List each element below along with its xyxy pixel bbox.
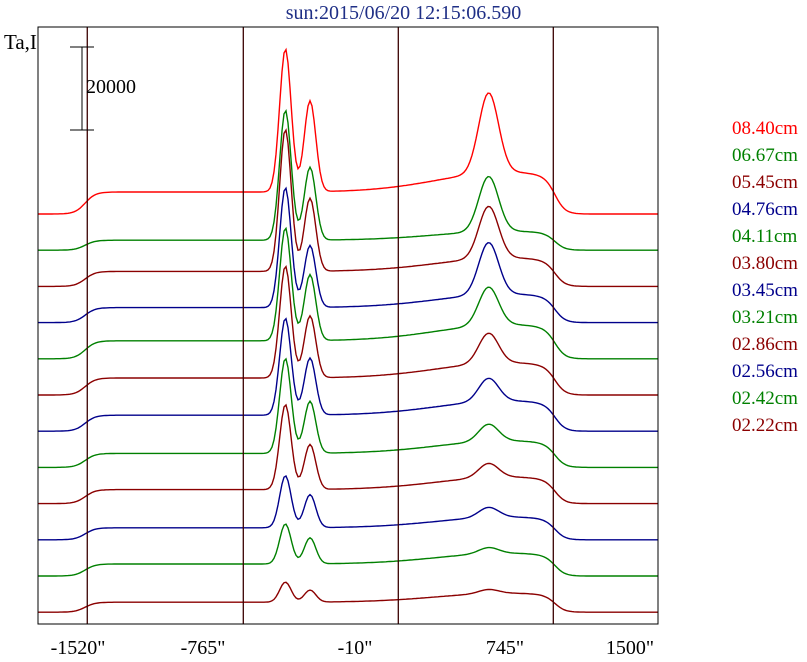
legend-entry: 02.56cm: [732, 361, 798, 382]
legend-entry: 03.80cm: [732, 253, 798, 274]
plot-frame: [37, 26, 659, 625]
legend-entry: 03.21cm: [732, 307, 798, 328]
y-axis-label: Ta,I: [4, 30, 37, 54]
x-tick-label: 745": [485, 637, 525, 659]
scale-bar: [70, 46, 94, 131]
series-line: [38, 264, 658, 396]
legend-entry: 06.67cm: [732, 145, 798, 166]
legend-entry: 05.45cm: [732, 172, 798, 193]
series-line: [38, 109, 658, 251]
x-tick-label: 1500": [605, 637, 655, 659]
legend-entry: 03.45cm: [732, 280, 798, 301]
series-line: [38, 226, 658, 360]
legend-entry: 02.42cm: [732, 388, 798, 409]
series-line: [38, 523, 658, 577]
legend-entry: 02.22cm: [732, 415, 798, 436]
x-tick-label: -1520": [50, 637, 106, 659]
legend-entry: 08.40cm: [732, 118, 798, 139]
series-line: [38, 317, 658, 432]
series-line: [38, 357, 658, 469]
series-line: [38, 128, 658, 288]
series-line: [38, 581, 658, 613]
series-line: [38, 47, 658, 215]
x-tick-label: -10": [337, 637, 373, 659]
x-tick-label: -765": [180, 637, 226, 659]
legend-entry: 02.86cm: [732, 334, 798, 355]
scale-bar-label: 20000: [86, 76, 136, 98]
series-line: [38, 186, 658, 324]
series-line: [38, 403, 658, 505]
legend-entry: 04.11cm: [732, 226, 798, 247]
legend-entry: 04.76cm: [732, 199, 798, 220]
series-line: [38, 474, 658, 541]
chart-title: sun:2015/06/20 12:15:06.590: [285, 2, 522, 24]
